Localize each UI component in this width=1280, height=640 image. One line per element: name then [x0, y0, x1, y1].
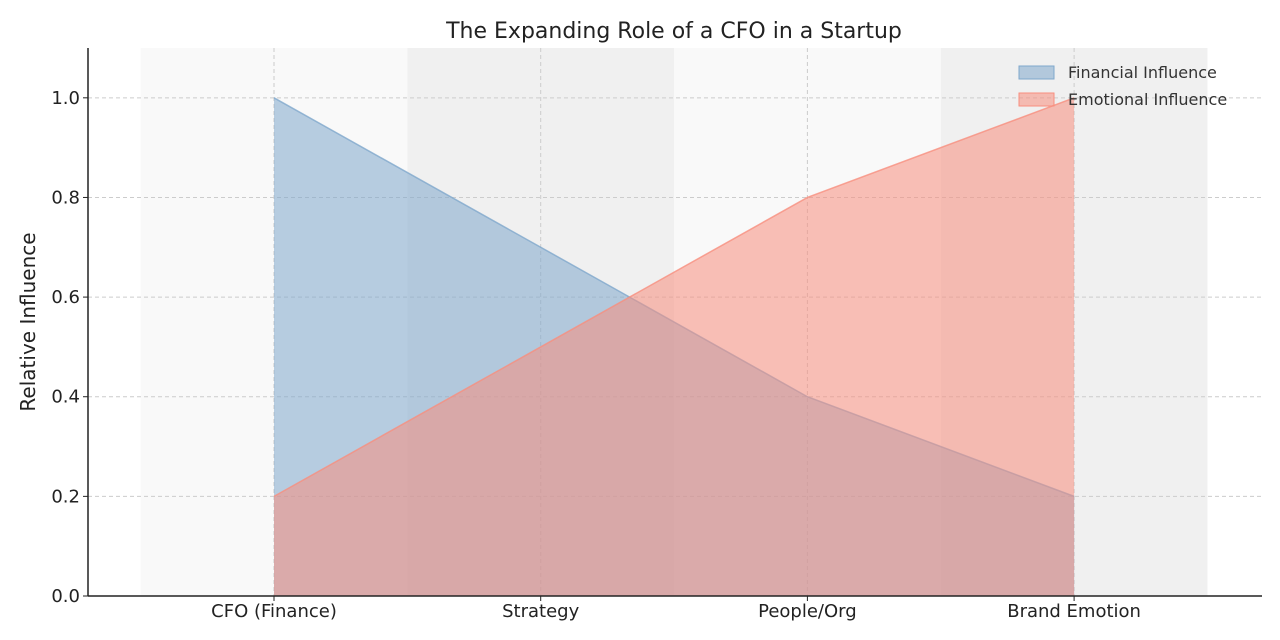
series-areas: [273, 97, 1075, 597]
y-tick-label: 0.8: [51, 187, 80, 208]
x-tick-label: Brand Emotion: [1007, 601, 1141, 622]
tick-labels: 0.0 0.2 0.4 0.6 0.8 1.0 CFO (Finance) Strategy P…: [51, 88, 1141, 622]
y-tick-label: 0.6: [51, 287, 80, 308]
legend-label: Emotional Influence: [1068, 90, 1227, 109]
y-tick-label: 1.0: [51, 88, 80, 109]
legend-label: Financial Influence: [1068, 63, 1217, 82]
y-tick-label: 0.2: [51, 486, 80, 507]
chart-title: The Expanding Role of a CFO in a Startup: [445, 19, 902, 44]
x-tick-label: People/Org: [758, 601, 857, 622]
y-axis-label: Relative Influence: [16, 232, 40, 411]
legend-swatch: [1018, 92, 1055, 107]
axes: [87, 48, 1262, 597]
x-tick-label: Strategy: [502, 601, 579, 622]
legend: Financial Influence Emotional Influence: [1018, 63, 1227, 109]
y-tick-label: 0.4: [51, 387, 80, 408]
x-tick-label: CFO (Finance): [211, 601, 337, 622]
legend-swatch: [1018, 65, 1055, 80]
area-series-2: [274, 97, 1075, 597]
line-series-2: [273, 97, 1075, 498]
y-tick-label: 0.0: [51, 586, 80, 607]
